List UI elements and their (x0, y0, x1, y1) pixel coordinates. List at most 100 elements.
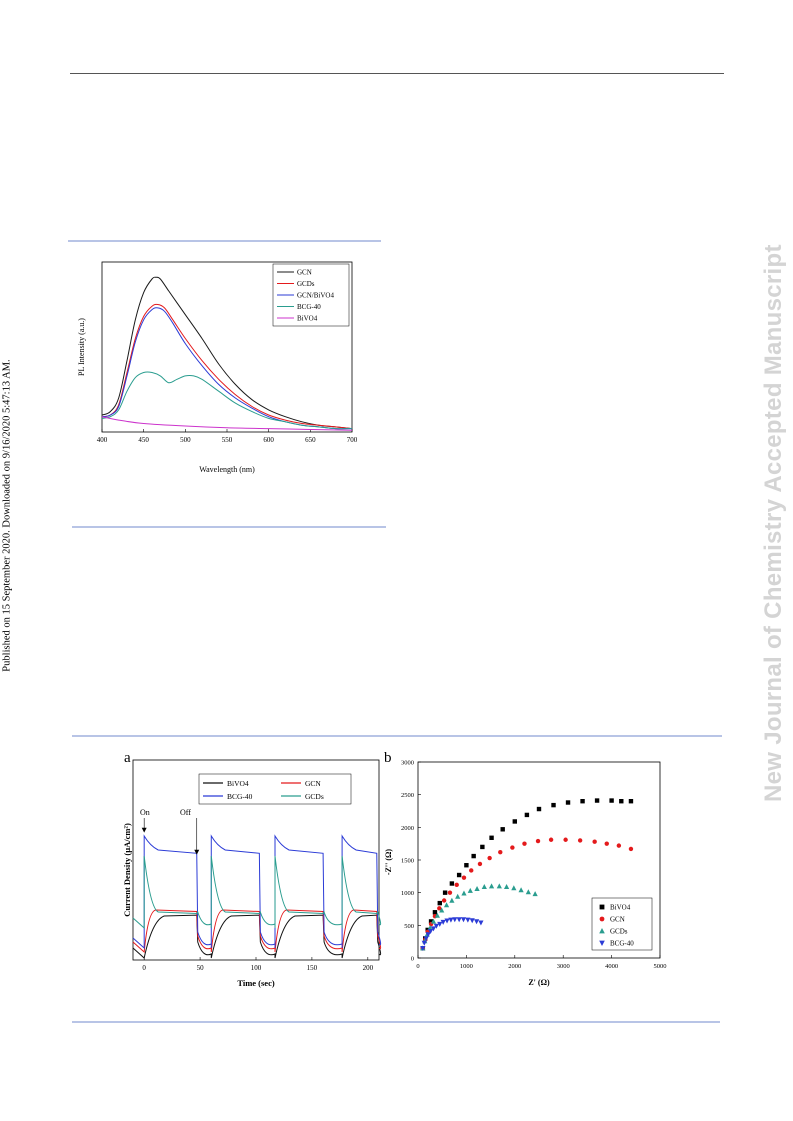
pl-xtick-label: 450 (138, 436, 149, 444)
b-point-GCDs (430, 918, 437, 924)
a-legend-label: GCDs (305, 792, 324, 801)
pl-chart: 400 450 500 550 600 650 700 Wavelength (nm) PL… (77, 261, 358, 474)
a-xtick-label: 150 (307, 964, 318, 972)
b-point-GCN (628, 846, 634, 852)
b-point-GCN (604, 841, 609, 846)
figure1-top-rule (68, 240, 381, 242)
panel-label-a: a (124, 750, 131, 766)
b-point-GCN (616, 843, 622, 848)
b-point-BiVO4 (628, 799, 634, 804)
header-rule (70, 73, 724, 74)
photocurrent-chart: 0 50 100 150 200 Time (sec) Current Density … (122, 759, 382, 988)
a-series-BCG-40 (132, 834, 382, 950)
b-point-GCDs (474, 885, 480, 891)
b-point-GCN (454, 882, 459, 888)
b-point-BiVO4 (609, 798, 614, 803)
b-xtick-label: 5000 (654, 963, 667, 970)
b-xtick-label: 0 (416, 963, 419, 970)
b-point-BiVO4 (471, 853, 476, 859)
b-point-BCG-40 (465, 917, 471, 923)
a-legend: BiVO4 GCN BCG-40 GCDs (198, 773, 352, 805)
b-point-GCN (477, 861, 483, 867)
b-point-BiVO4 (551, 802, 556, 808)
a-xlabel: Time (sec) (237, 978, 275, 988)
b-point-GCN (522, 841, 527, 846)
on-annotation: On (140, 808, 150, 817)
b-point-BiVO4 (500, 827, 505, 832)
b-point-GCN (441, 898, 447, 903)
b-legend-label: GCDs (610, 928, 628, 936)
b-point-GCN (535, 838, 541, 844)
b-point-GCN (592, 839, 597, 844)
b-point-GCDs (439, 907, 445, 913)
b-point-GCDs (443, 902, 450, 908)
b-point-GCN (563, 837, 568, 842)
pl-xtick-label: 700 (347, 436, 358, 444)
b-xtick-label: 2000 (508, 963, 521, 970)
pl-legend-label: GCDs (297, 280, 315, 288)
pl-series-BCG-40 (101, 371, 353, 430)
nyquist-chart: 0 1000 2000 3000 4000 5000 0 500 1000 1500 2000 250… (384, 760, 667, 988)
a-xtick-label: 100 (251, 964, 262, 972)
b-legend-label: BiVO4 (610, 904, 631, 912)
b-ytick-label: 1000 (401, 890, 414, 897)
b-legend: BiVO4 GCN GCDs BCG-40 (591, 897, 653, 951)
b-point-BCG-40 (425, 932, 431, 938)
b-point-BiVO4 (432, 910, 438, 915)
pl-legend-label: BiVO4 (297, 315, 318, 323)
b-point-GCDs (434, 912, 440, 918)
b-xtick-label: 4000 (605, 963, 618, 970)
b-point-BiVO4 (594, 798, 600, 803)
a-legend-label: BiVO4 (227, 779, 249, 788)
pl-series-BiVO4 (101, 416, 353, 431)
off-arrowhead (194, 849, 200, 855)
a-legend-label: BCG-40 (227, 792, 253, 801)
b-point-BiVO4 (565, 800, 571, 805)
b-point-BCG-40 (437, 921, 443, 927)
b-point-GCDs (427, 925, 433, 931)
b-point-BCG-40 (444, 918, 450, 924)
b-point-BCG-40 (478, 920, 484, 926)
b-point-GCDs (461, 890, 467, 896)
b-point-BiVO4 (619, 799, 624, 804)
b-point-BiVO4 (464, 863, 469, 868)
b-point-GCN (510, 845, 515, 850)
b-point-BiVO4 (536, 806, 542, 812)
b-point-GCN (487, 855, 492, 861)
pl-legend: GCN GCDs GCN/BiVO4 BCG-40 BiVO4 (272, 263, 350, 327)
b-legend-marker (599, 940, 605, 946)
b-point-GCDs (449, 897, 455, 903)
b-point-BCG-40 (456, 917, 462, 923)
b-point-BCG-40 (440, 919, 446, 925)
b-point-GCN (447, 890, 453, 895)
b-ytick-label: 2500 (401, 792, 414, 799)
pl-xtick-label: 500 (180, 436, 191, 444)
figure2-bottom-rule (72, 1021, 720, 1023)
pl-legend-label: GCN/BiVO4 (297, 292, 334, 300)
pl-xlabel: Wavelength (nm) (199, 465, 255, 474)
figure2-top-rule (72, 735, 722, 737)
b-legend-label: GCN (610, 916, 625, 924)
b-point-GCDs (481, 883, 487, 889)
b-point-GCN (548, 837, 554, 842)
b-point-BCG-40 (430, 926, 437, 932)
b-point-BCG-40 (452, 917, 458, 923)
b-point-GCDs (455, 893, 461, 899)
off-annotation: Off (180, 808, 191, 817)
b-point-GCDs (467, 887, 473, 893)
pl-xtick-label: 650 (305, 436, 316, 444)
b-point-BiVO4 (489, 835, 494, 840)
b-point-GCDs (511, 885, 517, 891)
a-xtick-label: 0 (142, 964, 146, 972)
b-point-GCDs (525, 889, 531, 895)
b-point-BCG-40 (433, 923, 439, 929)
journal-watermark: New Journal of Chemistry Accepted Manusc… (760, 244, 787, 802)
b-point-GCDs (496, 883, 502, 889)
b-point-BiVO4 (442, 890, 448, 895)
b-point-GCN (577, 838, 583, 843)
a-ylabel: Current Density (μA/cm²) (122, 823, 132, 917)
b-ytick-label: 0 (411, 956, 414, 963)
b-point-BCG-40 (423, 936, 429, 942)
b-point-BiVO4 (437, 900, 442, 906)
pl-legend-label: GCN (297, 269, 312, 277)
